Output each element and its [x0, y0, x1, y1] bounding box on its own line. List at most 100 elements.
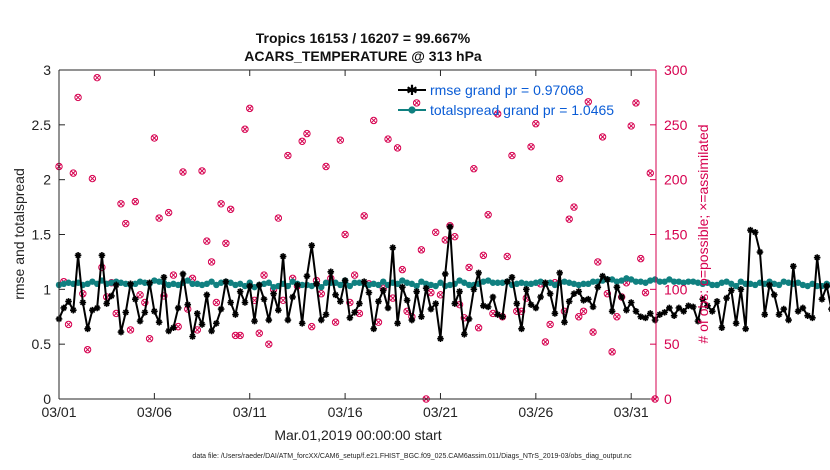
- totalspread-point: [408, 280, 416, 288]
- totalspread-point: [399, 277, 406, 284]
- obs-possible-point: [164, 208, 173, 217]
- rmse-point: [389, 244, 397, 251]
- rmse-point: [666, 304, 673, 312]
- rmse-point: [275, 306, 282, 314]
- totalspread-point: [532, 279, 540, 286]
- obs-possible-point: [303, 129, 311, 138]
- obs-possible-point: [594, 258, 602, 266]
- obs-possible-point: [493, 110, 502, 118]
- x-tick-label: 03/26: [518, 404, 553, 420]
- obs-assimilated-point: [122, 220, 129, 227]
- rmse-point: [65, 298, 72, 305]
- totalspread-point: [380, 278, 387, 285]
- legend-spread-label: totalspread grand pr = 1.0465: [430, 102, 614, 118]
- totalspread-point: [198, 281, 206, 289]
- totalspread-point: [570, 280, 578, 288]
- obs-assimilated-point: [442, 237, 449, 243]
- rmse-series: [55, 223, 830, 342]
- totalspread-point: [785, 279, 792, 286]
- obs-possible-point: [284, 151, 292, 160]
- y-axis-left-ticks: 0 0.5 1 1.5 2 2.5 3: [32, 62, 65, 407]
- obs-possible-point: [603, 290, 612, 298]
- x-tick-label: 03/31: [614, 404, 649, 420]
- obs-possible-point: [579, 307, 588, 315]
- x-tick-label: 03/01: [41, 404, 76, 420]
- obs-assimilated-point: [318, 290, 325, 297]
- obs-assimilated-point: [146, 335, 153, 342]
- rmse-point: [170, 324, 177, 332]
- obs-assimilated-point: [308, 323, 315, 330]
- rmse-point: [513, 300, 521, 307]
- rmse-point: [584, 295, 592, 303]
- rmse-point: [294, 281, 301, 289]
- obs-possible-point: [398, 265, 407, 274]
- obs-possible-point: [141, 298, 149, 307]
- chart-title-line1: Tropics 16153 / 16207 = 99.667%: [256, 30, 471, 46]
- totalspread-point: [175, 281, 182, 289]
- obs-assimilated-point: [94, 74, 101, 81]
- y-right-tick-label: 50: [664, 336, 680, 352]
- obs-assimilated-point: [361, 213, 368, 219]
- obs-assimilated-point: [532, 120, 539, 127]
- totalspread-point: [241, 282, 249, 290]
- obs-assimilated-point: [323, 163, 329, 170]
- rmse-point: [494, 311, 501, 318]
- obs-assimilated-point: [132, 198, 139, 205]
- totalspread-point: [432, 282, 439, 290]
- obs-assimilated-point: [571, 204, 577, 210]
- rmse-point: [751, 229, 759, 236]
- rmse-point: [255, 281, 263, 289]
- obs-assimilated-point: [580, 308, 587, 315]
- rmse-point: [728, 287, 735, 294]
- totalspread-point: [298, 281, 306, 289]
- obs-possible-point: [93, 73, 101, 82]
- totalspread-point: [623, 275, 630, 282]
- rmse-point: [265, 316, 273, 324]
- rmse-point: [627, 299, 635, 306]
- rmse-point: [370, 325, 378, 333]
- y-axis-right-label: # of obs: o=possible; ×=assimilated: [695, 124, 711, 343]
- rmse-point: [670, 312, 678, 319]
- totalspread-point: [65, 279, 72, 286]
- totalspread-point: [132, 280, 139, 288]
- rmse-point: [327, 268, 335, 276]
- obs-possible-point: [126, 326, 135, 334]
- totalspread-point: [170, 280, 177, 288]
- y-left-tick-label: 1: [43, 281, 51, 297]
- rmse-point: [708, 307, 716, 315]
- obs-possible-point: [69, 169, 78, 177]
- obs-assimilated-point: [89, 175, 96, 182]
- rmse-point: [713, 298, 721, 305]
- obs-possible-point: [360, 212, 368, 220]
- obs-possible-point: [198, 167, 206, 175]
- obs-possible-point: [88, 174, 97, 183]
- rmse-point: [523, 286, 530, 293]
- rmse-point: [89, 306, 96, 314]
- rmse-point: [198, 321, 206, 328]
- totalspread-point: [265, 279, 273, 286]
- obs-assimilated-point: [394, 145, 401, 151]
- totalspread-point: [484, 277, 492, 284]
- rmse-point: [756, 248, 764, 256]
- totalspread-point: [632, 278, 640, 285]
- rmse-point: [356, 300, 363, 307]
- obs-possible-point: [131, 197, 139, 206]
- rmse-point: [723, 294, 730, 302]
- obs-assimilated-point: [208, 259, 215, 265]
- rmse-point: [456, 288, 463, 295]
- rmse-point: [599, 272, 606, 280]
- rmse-point: [146, 279, 153, 287]
- obs-assimilated-point: [84, 346, 91, 353]
- y-left-tick-label: 0: [43, 391, 51, 407]
- totalspread-point: [194, 280, 201, 288]
- totalspread-point: [489, 279, 497, 286]
- obs-possible-point: [584, 98, 592, 106]
- obs-possible-point: [160, 292, 168, 300]
- rmse-point: [251, 317, 258, 325]
- legend: ✱ rmse grand pr = 0.97068 totalspread gr…: [398, 82, 614, 118]
- totalspread-point: [666, 276, 673, 283]
- rmse-point: [418, 313, 425, 321]
- obs-possible-point: [479, 251, 488, 260]
- obs-possible-point: [541, 338, 550, 346]
- rmse-point: [446, 223, 454, 231]
